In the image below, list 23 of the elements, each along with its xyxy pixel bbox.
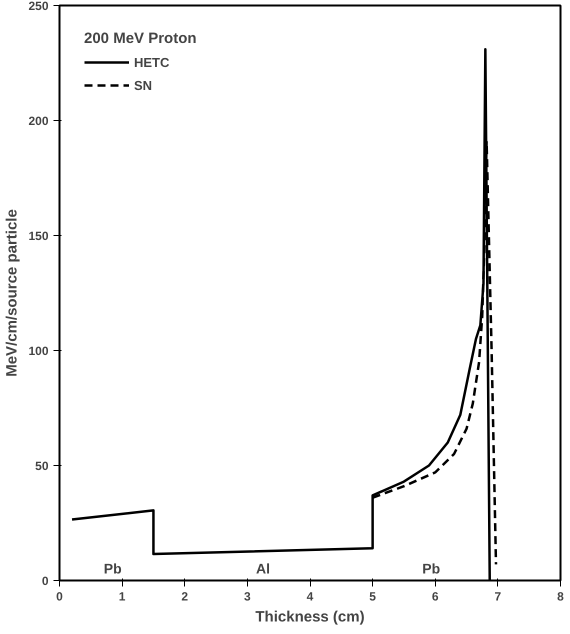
y-axis-title: MeV/cm/source particle (3, 209, 20, 377)
legend-label: SN (134, 78, 154, 92)
annotation: Al (256, 560, 270, 576)
x-tick-label: 2 (181, 590, 188, 604)
x-tick-label: 3 (244, 590, 252, 604)
y-tick-label: 200 (28, 114, 49, 128)
y-tick-label: 150 (28, 229, 49, 243)
annotation: Pb (422, 560, 440, 576)
x-tick-label: 0 (56, 590, 64, 604)
annotation: Pb (104, 560, 122, 576)
x-tick-label: 5 (369, 590, 376, 604)
legend-label: HETC (134, 54, 170, 70)
x-tick-label: 6 (432, 590, 439, 604)
x-axis-title: Thickness (cm) (255, 608, 365, 626)
y-tick-label: 250 (28, 0, 49, 13)
y-tick-label: 50 (35, 459, 49, 473)
y-tick-label: 0 (42, 574, 49, 588)
x-tick-label: 4 (306, 590, 314, 604)
x-tick-label: 1 (118, 590, 126, 604)
y-tick-label: 100 (28, 344, 49, 358)
x-tick-label: 7 (494, 590, 502, 604)
legend-title: 200 MeV Proton (84, 30, 197, 47)
x-tick-label: 8 (557, 590, 564, 604)
